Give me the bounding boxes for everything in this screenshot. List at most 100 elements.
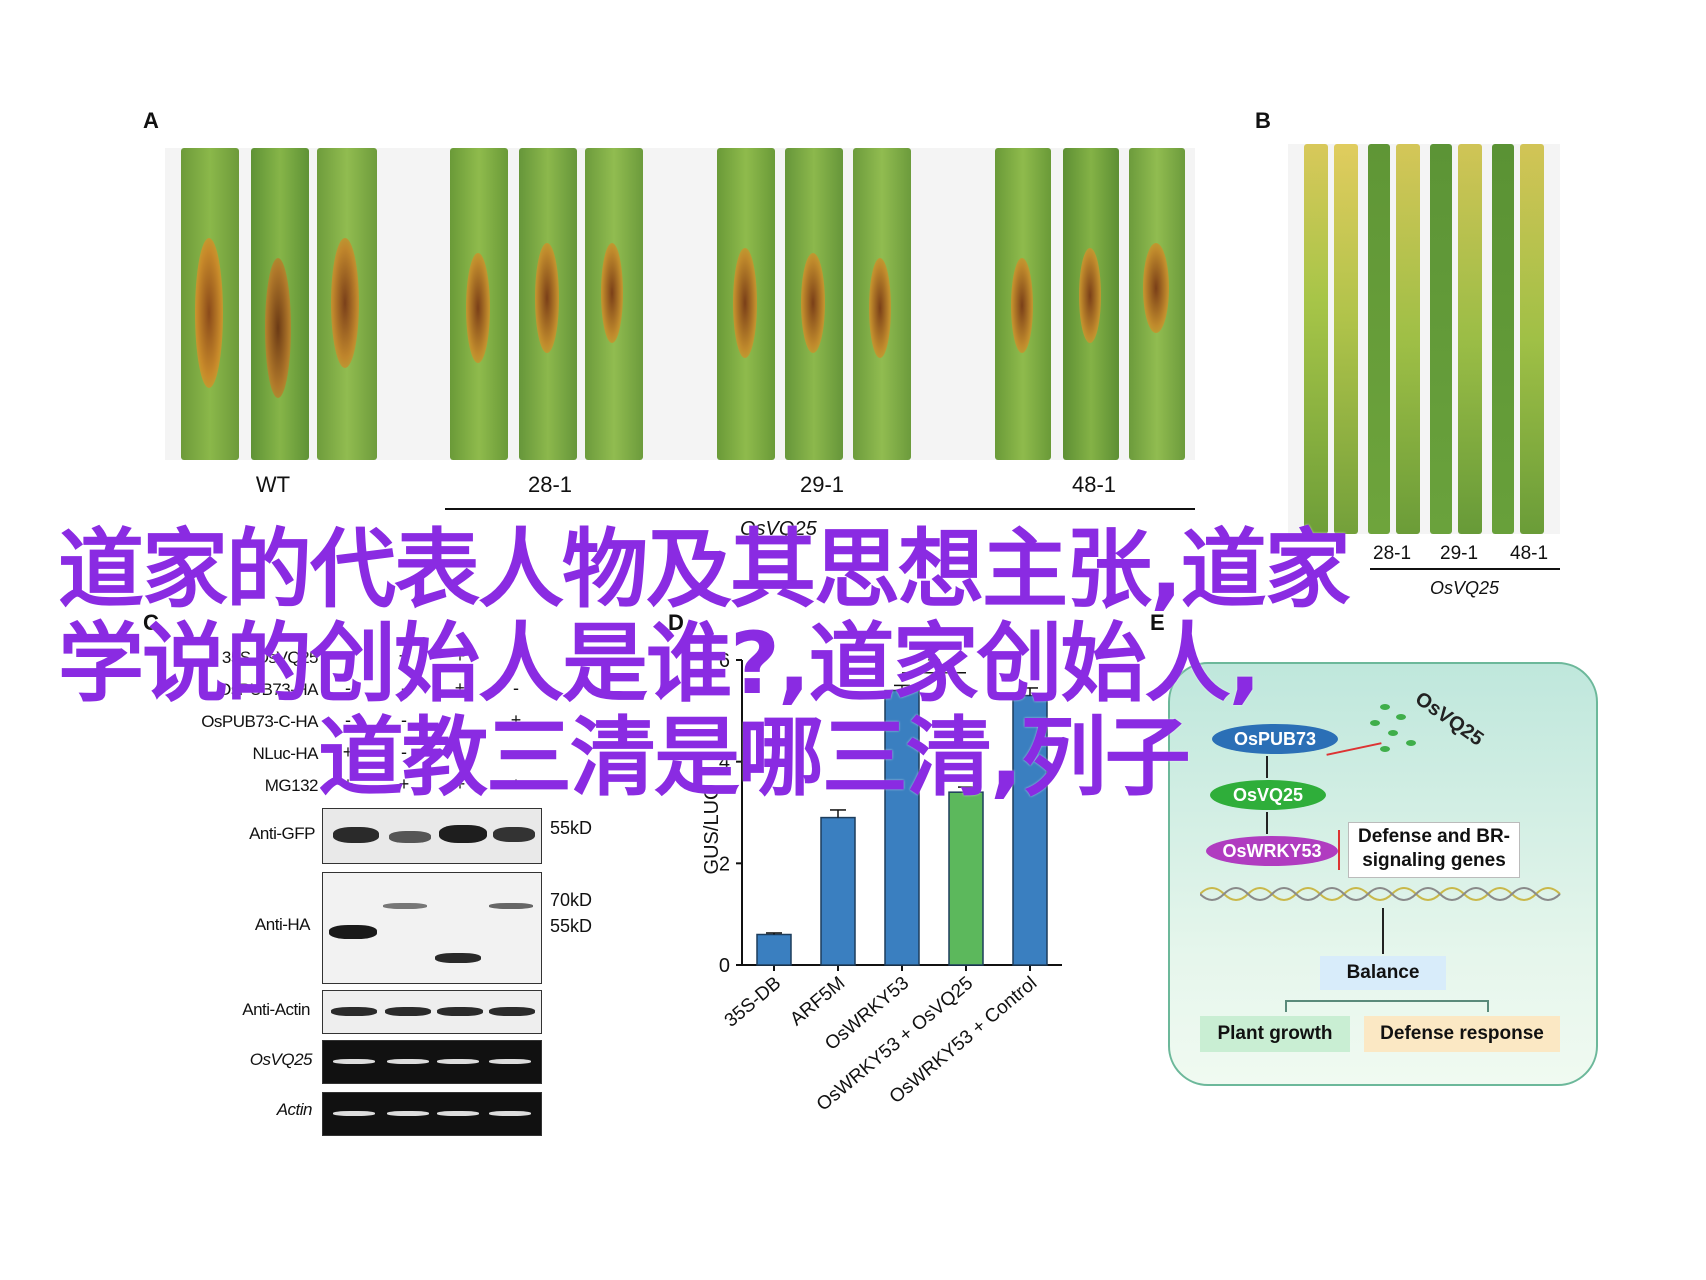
marker-label: 70kD xyxy=(550,890,593,910)
band xyxy=(493,827,535,842)
blot-anti-actin xyxy=(322,990,542,1034)
lesion xyxy=(601,243,623,343)
blot-actin-rt xyxy=(322,1092,542,1136)
blot-sign: + xyxy=(342,774,354,794)
protein-dot xyxy=(1406,740,1416,746)
inhibition-line xyxy=(1266,756,1268,778)
arrow-degradation xyxy=(1326,742,1382,756)
box-target-genes: Defense and BR- signaling genes xyxy=(1348,822,1520,878)
leaf xyxy=(251,148,309,460)
x-tick-label: ARF5M xyxy=(786,973,849,1030)
leaf xyxy=(995,148,1051,460)
band xyxy=(489,1007,535,1016)
balance-bracket xyxy=(1285,1000,1489,1012)
blot-sign: - xyxy=(513,678,519,698)
panel-letter-d: D xyxy=(668,610,684,635)
lesion xyxy=(1011,258,1033,353)
genotype-label: 29-1 xyxy=(1440,543,1479,564)
band xyxy=(333,827,379,843)
blot-sign: + xyxy=(454,774,466,794)
bar xyxy=(820,816,856,966)
genotype-bracket xyxy=(445,508,1195,510)
band xyxy=(489,903,533,909)
box-defense-response: Defense response xyxy=(1364,1016,1560,1052)
genes-line: signaling genes xyxy=(1362,850,1506,871)
blot-gene-label: Actin xyxy=(276,1100,313,1119)
y-tick-label: 6 xyxy=(719,650,730,672)
marker-label: 55kD xyxy=(550,818,593,838)
blot-sign: - xyxy=(345,678,351,698)
panel-letter-b: B xyxy=(1255,108,1271,133)
blot-row-label: 35S-OsVQ25 xyxy=(221,648,319,667)
protein-dot xyxy=(1380,746,1390,752)
leaf xyxy=(1430,144,1452,534)
lesion xyxy=(265,258,291,398)
band xyxy=(437,1111,479,1116)
blot-sign: + xyxy=(510,710,522,730)
y-tick-label: 2 xyxy=(719,853,730,875)
blot-sign: + xyxy=(398,774,410,794)
blot-sign: - xyxy=(457,742,463,762)
bar xyxy=(1012,694,1048,966)
leaf xyxy=(317,148,377,460)
lesion xyxy=(733,248,757,358)
band xyxy=(387,1111,429,1116)
leaf xyxy=(1063,148,1119,460)
blot-sign: + xyxy=(342,742,354,762)
lesion xyxy=(1079,248,1101,343)
band xyxy=(329,925,377,939)
leaf xyxy=(1458,144,1482,534)
genes-line: Defense and BR- xyxy=(1357,826,1511,847)
lesion xyxy=(535,243,559,353)
leaf xyxy=(1520,144,1544,534)
node-ospub73: OsPUB73 xyxy=(1212,724,1338,754)
panel-letter-a: A xyxy=(143,108,159,133)
overlay-title-line: 道家的代表人物及其思想主张,道家 xyxy=(58,520,1351,620)
band xyxy=(489,1111,531,1116)
leaf xyxy=(717,148,775,460)
band xyxy=(333,1111,375,1116)
leaf xyxy=(1304,144,1328,534)
leaf xyxy=(450,148,508,460)
blot-antibody-label: Anti-Actin xyxy=(242,1000,310,1019)
marker-label: 55kD xyxy=(550,916,593,936)
leaf-photo-b xyxy=(1288,144,1560,534)
leaf xyxy=(1368,144,1390,534)
panel-letter-e: E xyxy=(1150,610,1165,635)
dna-helix xyxy=(1200,887,1561,901)
inhibition-line xyxy=(1266,812,1268,834)
bracket-label: OsVQ25 xyxy=(1430,578,1500,598)
blot-osvq25-rt xyxy=(322,1040,542,1084)
protein-dot xyxy=(1370,720,1380,726)
lesion xyxy=(869,258,891,358)
leaf xyxy=(1129,148,1185,460)
chart-ylabel: GUS/LUC xyxy=(701,786,723,875)
node-oswrky53: OsWRKY53 xyxy=(1206,836,1338,866)
blot-row-label: OsPUB73-HA xyxy=(218,680,318,699)
blot-sign: + xyxy=(454,646,466,666)
band xyxy=(383,903,427,909)
arrow-down xyxy=(1382,908,1384,954)
blot-sign: - xyxy=(401,742,407,762)
blot-sign: + xyxy=(454,678,466,698)
band xyxy=(489,1059,531,1064)
blot-sign: - xyxy=(345,710,351,730)
lesion xyxy=(195,238,223,388)
blot-row-label: OsPUB73-C-HA xyxy=(201,712,318,731)
genotype-bracket xyxy=(1370,568,1560,570)
blot-sign: + xyxy=(398,646,410,666)
box-plant-growth: Plant growth xyxy=(1200,1016,1350,1052)
leaf xyxy=(181,148,239,460)
band xyxy=(385,1007,431,1016)
leaf xyxy=(519,148,577,460)
overlay-title-line: 学说的创始人是谁?,道家创始人, xyxy=(58,614,1261,714)
leaf xyxy=(785,148,843,460)
x-tick-label: 35S-DB xyxy=(721,973,785,1032)
lesion xyxy=(1143,243,1169,333)
band xyxy=(331,1007,377,1016)
lesion xyxy=(801,253,825,353)
box-balance: Balance xyxy=(1320,956,1446,990)
leaf xyxy=(853,148,911,460)
band xyxy=(439,825,487,843)
